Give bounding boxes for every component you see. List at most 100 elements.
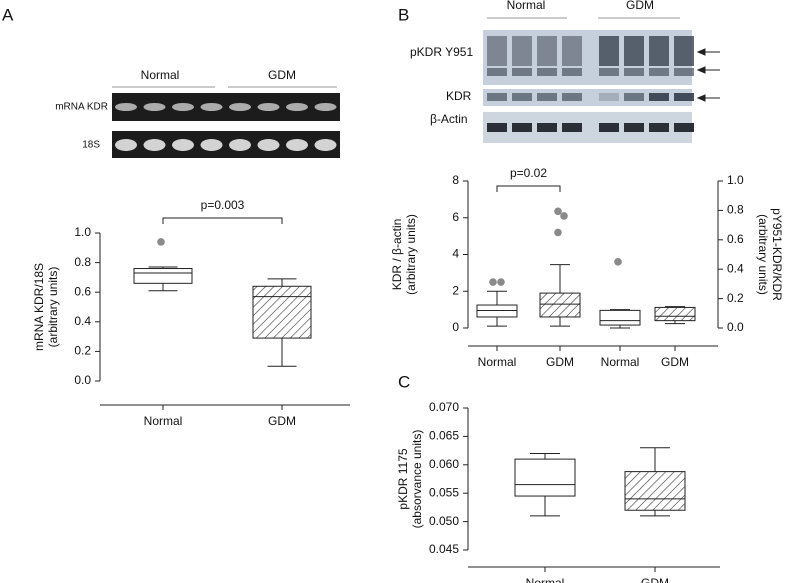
band bbox=[286, 139, 308, 151]
band bbox=[649, 123, 669, 132]
band bbox=[512, 68, 532, 76]
panel-label: A bbox=[2, 5, 14, 24]
band bbox=[649, 68, 669, 76]
blot-image bbox=[483, 30, 694, 143]
box bbox=[654, 306, 696, 322]
y-tick-label: 0.4 bbox=[74, 314, 91, 328]
band bbox=[599, 93, 619, 101]
box bbox=[133, 268, 193, 284]
band bbox=[562, 93, 582, 101]
y2-tick-label: 0.4 bbox=[727, 261, 744, 275]
y-tick-label: 0.0 bbox=[74, 373, 91, 387]
band bbox=[537, 68, 557, 76]
band bbox=[624, 93, 644, 101]
significance-bracket bbox=[162, 217, 283, 224]
y2-tick-label: 0.2 bbox=[727, 291, 744, 305]
band bbox=[537, 123, 557, 132]
row-label: KDR bbox=[446, 89, 472, 103]
y-axis-label: (absorvance units) bbox=[410, 430, 424, 529]
y-tick-label: 0.070 bbox=[429, 400, 459, 414]
x-tick-label: Normal bbox=[144, 414, 183, 428]
x-tick-label: GDM bbox=[661, 355, 689, 369]
band bbox=[143, 139, 166, 151]
band bbox=[537, 36, 557, 66]
y-tick-label: 6 bbox=[452, 210, 459, 224]
band bbox=[512, 36, 532, 66]
y-tick-label: 0.055 bbox=[429, 485, 459, 499]
band bbox=[674, 68, 694, 76]
panel-label: B bbox=[398, 5, 409, 24]
x-tick-label: Normal bbox=[526, 576, 565, 583]
band bbox=[257, 103, 280, 111]
band bbox=[624, 68, 644, 76]
y-axis-label: mRNA KDR/18S bbox=[32, 263, 46, 351]
outlier bbox=[157, 238, 165, 246]
y-tick-label: 0.8 bbox=[74, 255, 91, 269]
outlier bbox=[554, 207, 562, 216]
band bbox=[200, 139, 223, 151]
band bbox=[286, 103, 308, 111]
panel-label: C bbox=[398, 372, 410, 391]
outlier bbox=[497, 278, 505, 286]
y2-tick-label: 0.0 bbox=[727, 320, 744, 334]
band bbox=[674, 36, 694, 66]
y-tick-label: 0.6 bbox=[74, 284, 91, 298]
significance-bracket bbox=[496, 185, 561, 192]
band bbox=[512, 93, 532, 101]
band bbox=[599, 36, 619, 66]
box bbox=[599, 309, 641, 326]
outlier bbox=[560, 212, 568, 220]
box bbox=[539, 292, 581, 318]
y-tick-label: 2 bbox=[452, 283, 459, 297]
box bbox=[514, 458, 576, 497]
band bbox=[229, 139, 251, 151]
gel-image bbox=[112, 93, 340, 158]
y-axis-label: (arbitrary units) bbox=[46, 267, 60, 348]
x-tick-label: Normal bbox=[601, 355, 640, 369]
band bbox=[257, 139, 280, 151]
x-tick-label: GDM bbox=[268, 414, 296, 428]
band bbox=[674, 93, 694, 101]
y-tick-label: 4 bbox=[452, 247, 459, 261]
y-axis-label: (arbitrary units) bbox=[404, 214, 418, 295]
band bbox=[487, 36, 507, 66]
band bbox=[512, 123, 532, 132]
y-axis-label: KDR / β-actin bbox=[390, 219, 404, 291]
y-tick-label: 8 bbox=[452, 173, 459, 187]
y2-axis-label: pY951-KDR/KDR bbox=[770, 208, 784, 301]
row-label: mRNA KDR bbox=[55, 102, 108, 113]
band bbox=[562, 123, 582, 132]
box bbox=[624, 471, 686, 511]
band bbox=[314, 139, 337, 151]
y2-tick-label: 1.0 bbox=[727, 173, 744, 187]
group-label: Normal bbox=[141, 68, 180, 82]
band bbox=[599, 123, 619, 132]
y2-axis-label: (arbitrary units) bbox=[756, 214, 770, 295]
y2-tick-label: 0.8 bbox=[727, 203, 744, 217]
group-label: GDM bbox=[626, 0, 654, 12]
band bbox=[599, 68, 619, 76]
annotation: p=0.003 bbox=[201, 198, 245, 212]
band bbox=[487, 68, 507, 76]
x-tick-label: Normal bbox=[478, 355, 517, 369]
band bbox=[487, 123, 507, 132]
band bbox=[649, 93, 669, 101]
band bbox=[200, 103, 223, 111]
band bbox=[487, 93, 507, 101]
band bbox=[143, 103, 166, 111]
row-label: pKDR Y951 bbox=[410, 45, 473, 59]
band bbox=[172, 139, 194, 151]
annotation: p=0.02 bbox=[510, 166, 547, 180]
band bbox=[115, 103, 137, 111]
band bbox=[624, 123, 644, 132]
x-tick-label: GDM bbox=[641, 576, 669, 583]
band bbox=[674, 123, 694, 132]
band bbox=[624, 36, 644, 66]
band bbox=[537, 93, 557, 101]
y-tick-label: 0.065 bbox=[429, 429, 459, 443]
band bbox=[229, 103, 251, 111]
group-label: Normal bbox=[507, 0, 546, 12]
outlier bbox=[614, 258, 622, 266]
y-axis-label: pKDR 1175 bbox=[396, 448, 410, 509]
